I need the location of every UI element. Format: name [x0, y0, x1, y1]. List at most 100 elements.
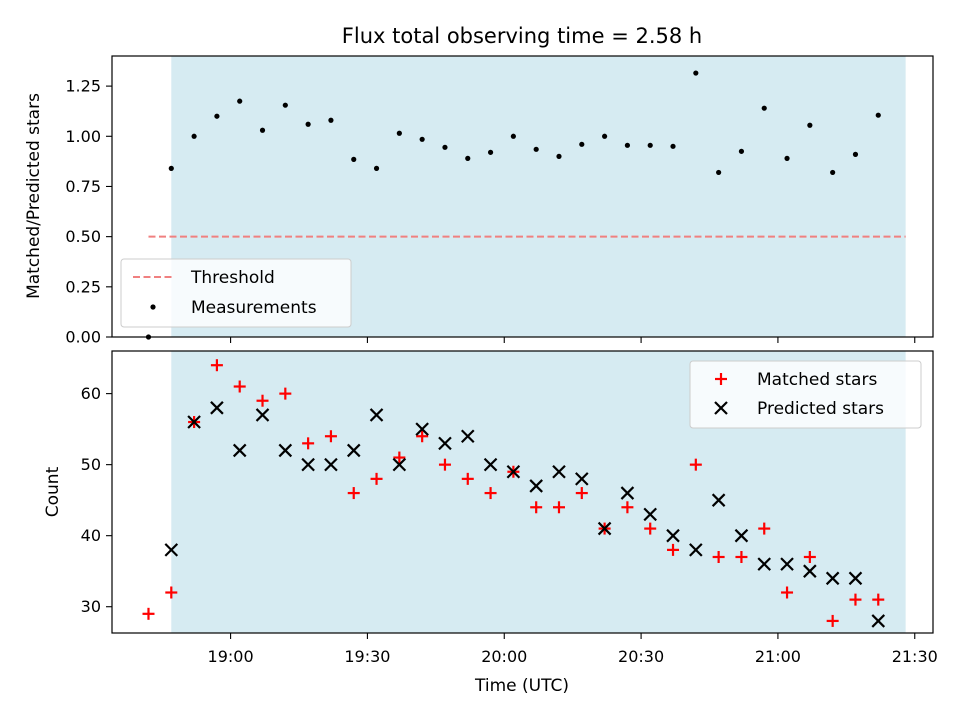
- matched-point-1: [165, 586, 178, 599]
- measurement-point-18: [556, 153, 562, 159]
- bottom-markers: [142, 359, 886, 628]
- measurement-point-23: [670, 143, 676, 149]
- matched-point-17: [530, 501, 543, 514]
- matched-point-10: [370, 472, 383, 485]
- top-y-tick-label-4: 1.00: [65, 127, 101, 146]
- measurement-point-3: [214, 113, 220, 119]
- measurement-point-26: [738, 148, 745, 154]
- measurement-point-2: [191, 133, 197, 139]
- matched-point-26: [735, 550, 748, 563]
- predicted-point-28: [803, 564, 817, 578]
- predicted-point-5: [278, 443, 293, 458]
- predicted-point-24: [711, 493, 726, 507]
- top-y-tick-label-0: 0.00: [65, 328, 101, 347]
- bottom-legend: Matched stars Predicted stars: [689, 360, 922, 429]
- measurement-point-11: [396, 130, 402, 136]
- predicted-point-17: [552, 464, 566, 479]
- measurement-point-31: [852, 151, 859, 157]
- measurement-point-14: [465, 155, 471, 161]
- predicted-point-26: [757, 557, 772, 571]
- matched-point-25: [712, 550, 725, 563]
- top-x-ticks: [230, 337, 916, 343]
- matched-point-18: [552, 501, 565, 514]
- predicted-point-1: [187, 415, 201, 429]
- measurement-point-1: [168, 165, 174, 171]
- measurement-point-6: [282, 102, 288, 108]
- matched-point-5: [256, 394, 269, 407]
- matched-point-28: [781, 586, 794, 599]
- measurement-point-17: [533, 146, 539, 152]
- measurement-point-29: [807, 122, 813, 128]
- matched-point-4: [233, 380, 246, 393]
- predicted-point-25: [734, 528, 749, 543]
- x-tick-label-4: 21:00: [755, 647, 801, 666]
- bottom-y-ticks: 30 40 50 60: [81, 384, 112, 616]
- predicted-point-31: [871, 614, 886, 628]
- measurement-point-25: [716, 169, 722, 176]
- legend-predicted-label: Predicted stars: [757, 399, 884, 419]
- matched-point-23: [667, 543, 680, 556]
- predicted-point-15: [506, 464, 521, 479]
- predicted-point-20: [620, 486, 635, 500]
- predicted-point-29: [825, 571, 840, 586]
- x-tick-label-1: 19:30: [344, 647, 390, 666]
- matched-point-15: [484, 487, 497, 500]
- measurement-point-4: [237, 98, 243, 104]
- top-y-axis-label: Matched/Predicted stars: [24, 93, 44, 299]
- matched-point-8: [324, 430, 337, 443]
- x-tick-label-2: 20:00: [481, 647, 527, 666]
- measurement-point-7: [305, 121, 311, 127]
- measurement-point-27: [761, 105, 767, 111]
- top-legend-frame: [120, 258, 352, 328]
- x-tick-label-5: 21:30: [892, 647, 938, 666]
- predicted-point-16: [529, 479, 543, 493]
- predicted-point-3: [232, 443, 247, 458]
- measurement-point-30: [830, 169, 836, 176]
- matched-point-30: [826, 614, 839, 627]
- top-markers: [145, 70, 881, 340]
- predicted-point-0: [164, 543, 179, 557]
- matched-point-9: [347, 487, 360, 500]
- predicted-point-30: [848, 571, 863, 586]
- predicted-point-14: [483, 457, 498, 472]
- predicted-point-7: [324, 457, 338, 472]
- measurement-point-12: [419, 136, 425, 142]
- chart-title: Flux total observing time = 2.58 h: [342, 24, 702, 48]
- matched-point-27: [758, 522, 771, 535]
- measurement-point-21: [624, 142, 631, 148]
- measurement-point-32: [875, 112, 881, 118]
- predicted-point-2: [210, 401, 224, 415]
- matched-point-14: [461, 472, 474, 485]
- matched-point-6: [279, 387, 292, 400]
- matched-point-24: [689, 458, 702, 471]
- legend-matched-label: Matched stars: [757, 370, 877, 390]
- matched-point-31: [849, 593, 862, 606]
- bottom-y-tick-label-2: 50: [81, 455, 101, 474]
- legend-threshold-label: Threshold: [190, 268, 275, 288]
- matched-point-11: [393, 451, 406, 464]
- predicted-point-13: [460, 429, 475, 444]
- predicted-point-23: [689, 543, 703, 557]
- x-axis-label: Time (UTC): [474, 676, 569, 696]
- predicted-point-6: [301, 457, 315, 472]
- top-y-tick-label-2: 0.50: [65, 227, 101, 246]
- predicted-point-22: [666, 528, 680, 543]
- measurement-point-20: [602, 133, 608, 139]
- legend-predicted-swatch: [714, 401, 728, 415]
- predicted-point-10: [392, 457, 407, 472]
- predicted-point-18: [575, 472, 589, 486]
- bottom-x-ticks: 19:00 19:30 20:00 20:30 21:00 21:30: [208, 633, 938, 666]
- measurement-point-15: [487, 149, 494, 155]
- measurement-point-28: [784, 155, 790, 161]
- measurement-point-13: [442, 144, 448, 150]
- matched-point-32: [872, 593, 885, 606]
- measurement-point-16: [510, 133, 516, 139]
- legend-measurements-label: Measurements: [191, 298, 317, 318]
- measurement-point-10: [373, 165, 380, 171]
- predicted-point-4: [255, 408, 270, 422]
- bottom-y-tick-label-1: 40: [81, 526, 101, 545]
- measurement-point-24: [693, 70, 699, 76]
- predicted-point-9: [369, 408, 384, 422]
- predicted-point-21: [643, 507, 657, 522]
